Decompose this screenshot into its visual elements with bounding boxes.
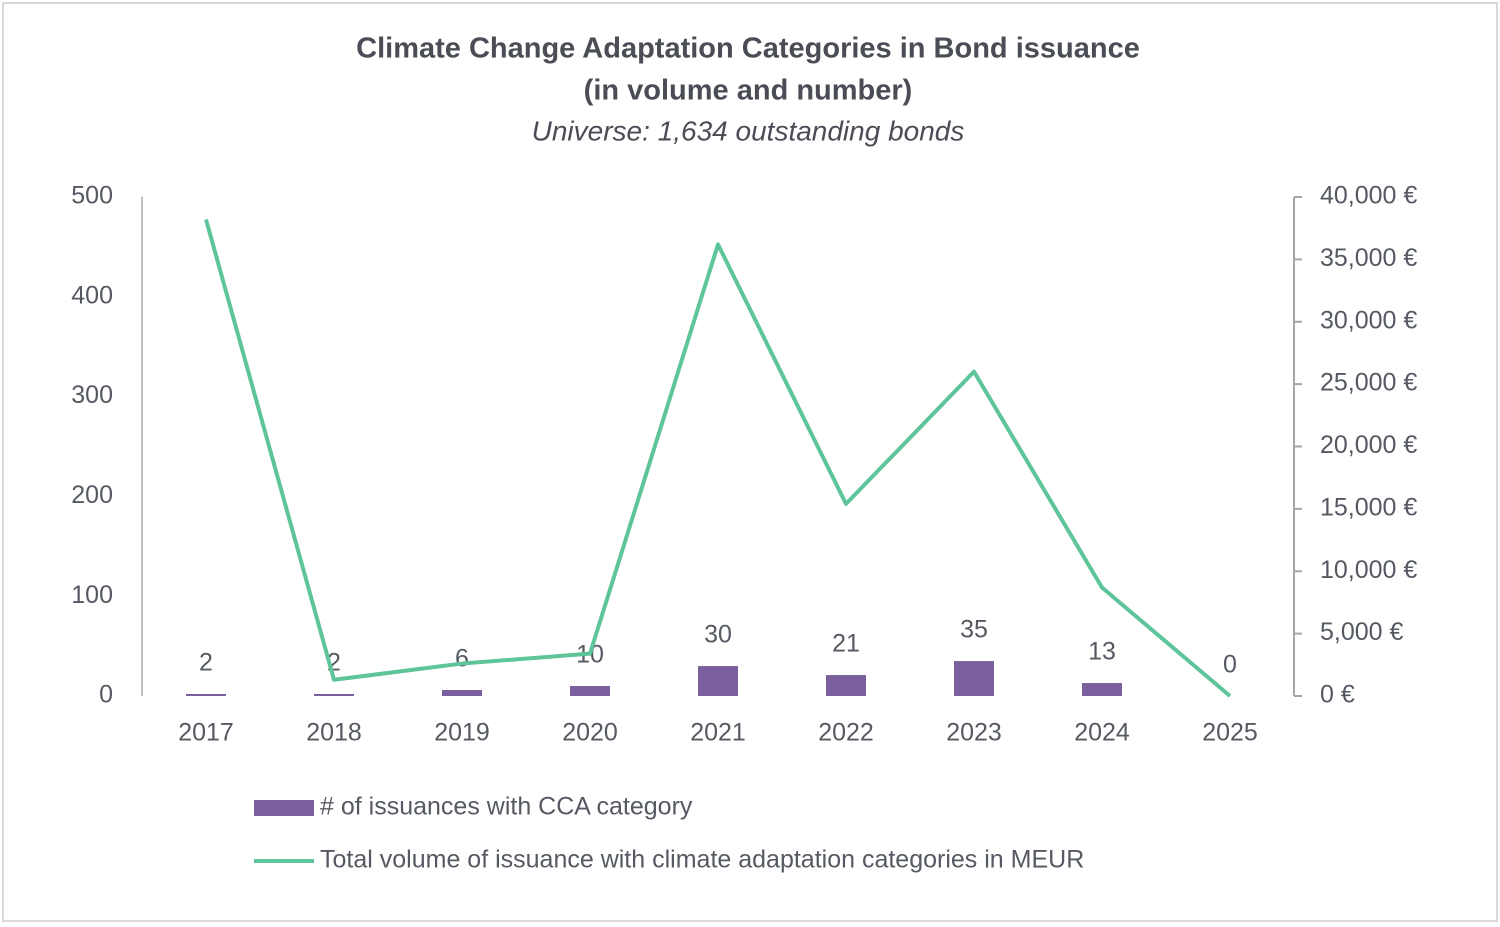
bar-value-label: 30 bbox=[704, 621, 732, 649]
y2-tick-label: 40,000 € bbox=[1320, 182, 1417, 210]
y-tick-label: 400 bbox=[71, 281, 113, 309]
chart-subtitle: Universe: 1,634 outstanding bonds bbox=[532, 115, 965, 146]
y2-tick-label: 5,000 € bbox=[1320, 618, 1404, 646]
y2-tick-label: 30,000 € bbox=[1320, 306, 1417, 334]
y2-tick-label: 15,000 € bbox=[1320, 493, 1417, 521]
x-tick-label: 2021 bbox=[690, 719, 746, 747]
x-tick-label: 2025 bbox=[1202, 719, 1258, 747]
bar bbox=[1082, 683, 1122, 696]
y2-tick-label: 0 € bbox=[1320, 681, 1355, 709]
y2-tick-label: 35,000 € bbox=[1320, 244, 1417, 272]
y-tick-label: 0 bbox=[99, 681, 113, 709]
x-tick-label: 2022 bbox=[818, 719, 874, 747]
x-tick-label: 2023 bbox=[946, 719, 1002, 747]
legend-label: # of issuances with CCA category bbox=[320, 793, 693, 821]
bar-value-label: 21 bbox=[832, 630, 860, 658]
chart-title: (in volume and number) bbox=[584, 75, 913, 107]
chart-title: Climate Change Adaptation Categories in … bbox=[356, 33, 1140, 65]
y2-tick-label: 20,000 € bbox=[1320, 431, 1417, 459]
y2-tick-label: 25,000 € bbox=[1320, 369, 1417, 397]
bar-value-label: 2 bbox=[199, 649, 213, 677]
y2-tick-label: 10,000 € bbox=[1320, 556, 1417, 584]
y-tick-label: 300 bbox=[71, 381, 113, 409]
y-tick-label: 100 bbox=[71, 581, 113, 609]
x-tick-label: 2020 bbox=[562, 719, 618, 747]
y-tick-label: 200 bbox=[71, 481, 113, 509]
x-tick-label: 2017 bbox=[178, 719, 234, 747]
bar-value-label: 6 bbox=[455, 645, 469, 673]
bar bbox=[570, 686, 610, 696]
bar bbox=[826, 675, 866, 696]
bar bbox=[186, 694, 226, 696]
x-tick-label: 2019 bbox=[434, 719, 490, 747]
x-tick-label: 2018 bbox=[306, 719, 362, 747]
line bbox=[204, 218, 1232, 698]
bar bbox=[442, 690, 482, 696]
bar bbox=[314, 694, 354, 696]
bar-value-label: 13 bbox=[1088, 638, 1116, 666]
legend-swatch bbox=[254, 800, 314, 816]
x-tick-label: 2024 bbox=[1074, 719, 1130, 747]
bar bbox=[698, 666, 738, 696]
bar-value-label: 35 bbox=[960, 616, 988, 644]
bar-value-label: 0 bbox=[1223, 651, 1237, 679]
y-tick-label: 500 bbox=[71, 182, 113, 210]
bar bbox=[954, 661, 994, 696]
legend-label: Total volume of issuance with climate ad… bbox=[320, 846, 1084, 874]
